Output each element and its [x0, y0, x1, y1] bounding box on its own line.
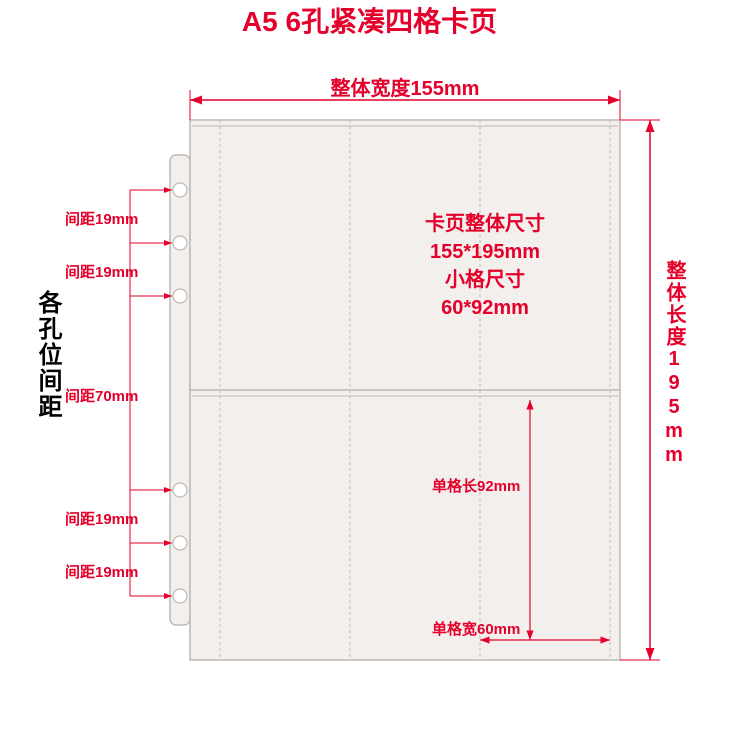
- dim-line1: 卡页整体尺寸: [370, 210, 600, 238]
- width-label: 整体宽度155mm: [190, 72, 620, 101]
- spacing-19-a: 间距19mm: [65, 208, 138, 229]
- title: A5 6孔紧凑四格卡页: [0, 0, 739, 40]
- hole-5: [173, 536, 187, 550]
- dim-line2: 155*195mm: [370, 238, 600, 266]
- cell-height-label: 单格长92mm: [432, 475, 520, 496]
- hole-2: [173, 236, 187, 250]
- hole-3: [173, 289, 187, 303]
- dim-block: 卡页整体尺寸 155*195mm 小格尺寸 60*92mm: [370, 210, 600, 322]
- cell-width-label: 单格宽60mm: [432, 618, 520, 639]
- diagram-svg: [0, 0, 739, 739]
- height-label: 整体长度195mm: [660, 260, 689, 468]
- spacing-title: 各孔位间距: [30, 290, 65, 420]
- dim-line3: 小格尺寸: [370, 266, 600, 294]
- hole-6: [173, 589, 187, 603]
- hole-4: [173, 483, 187, 497]
- binder-tab: [170, 155, 190, 625]
- spacing-19-c: 间距19mm: [65, 508, 138, 529]
- dim-line4: 60*92mm: [370, 294, 600, 322]
- spacing-19-d: 间距19mm: [65, 561, 138, 582]
- spacing-19-b: 间距19mm: [65, 261, 138, 282]
- hole-1: [173, 183, 187, 197]
- spacing-70: 间距70mm: [65, 385, 138, 406]
